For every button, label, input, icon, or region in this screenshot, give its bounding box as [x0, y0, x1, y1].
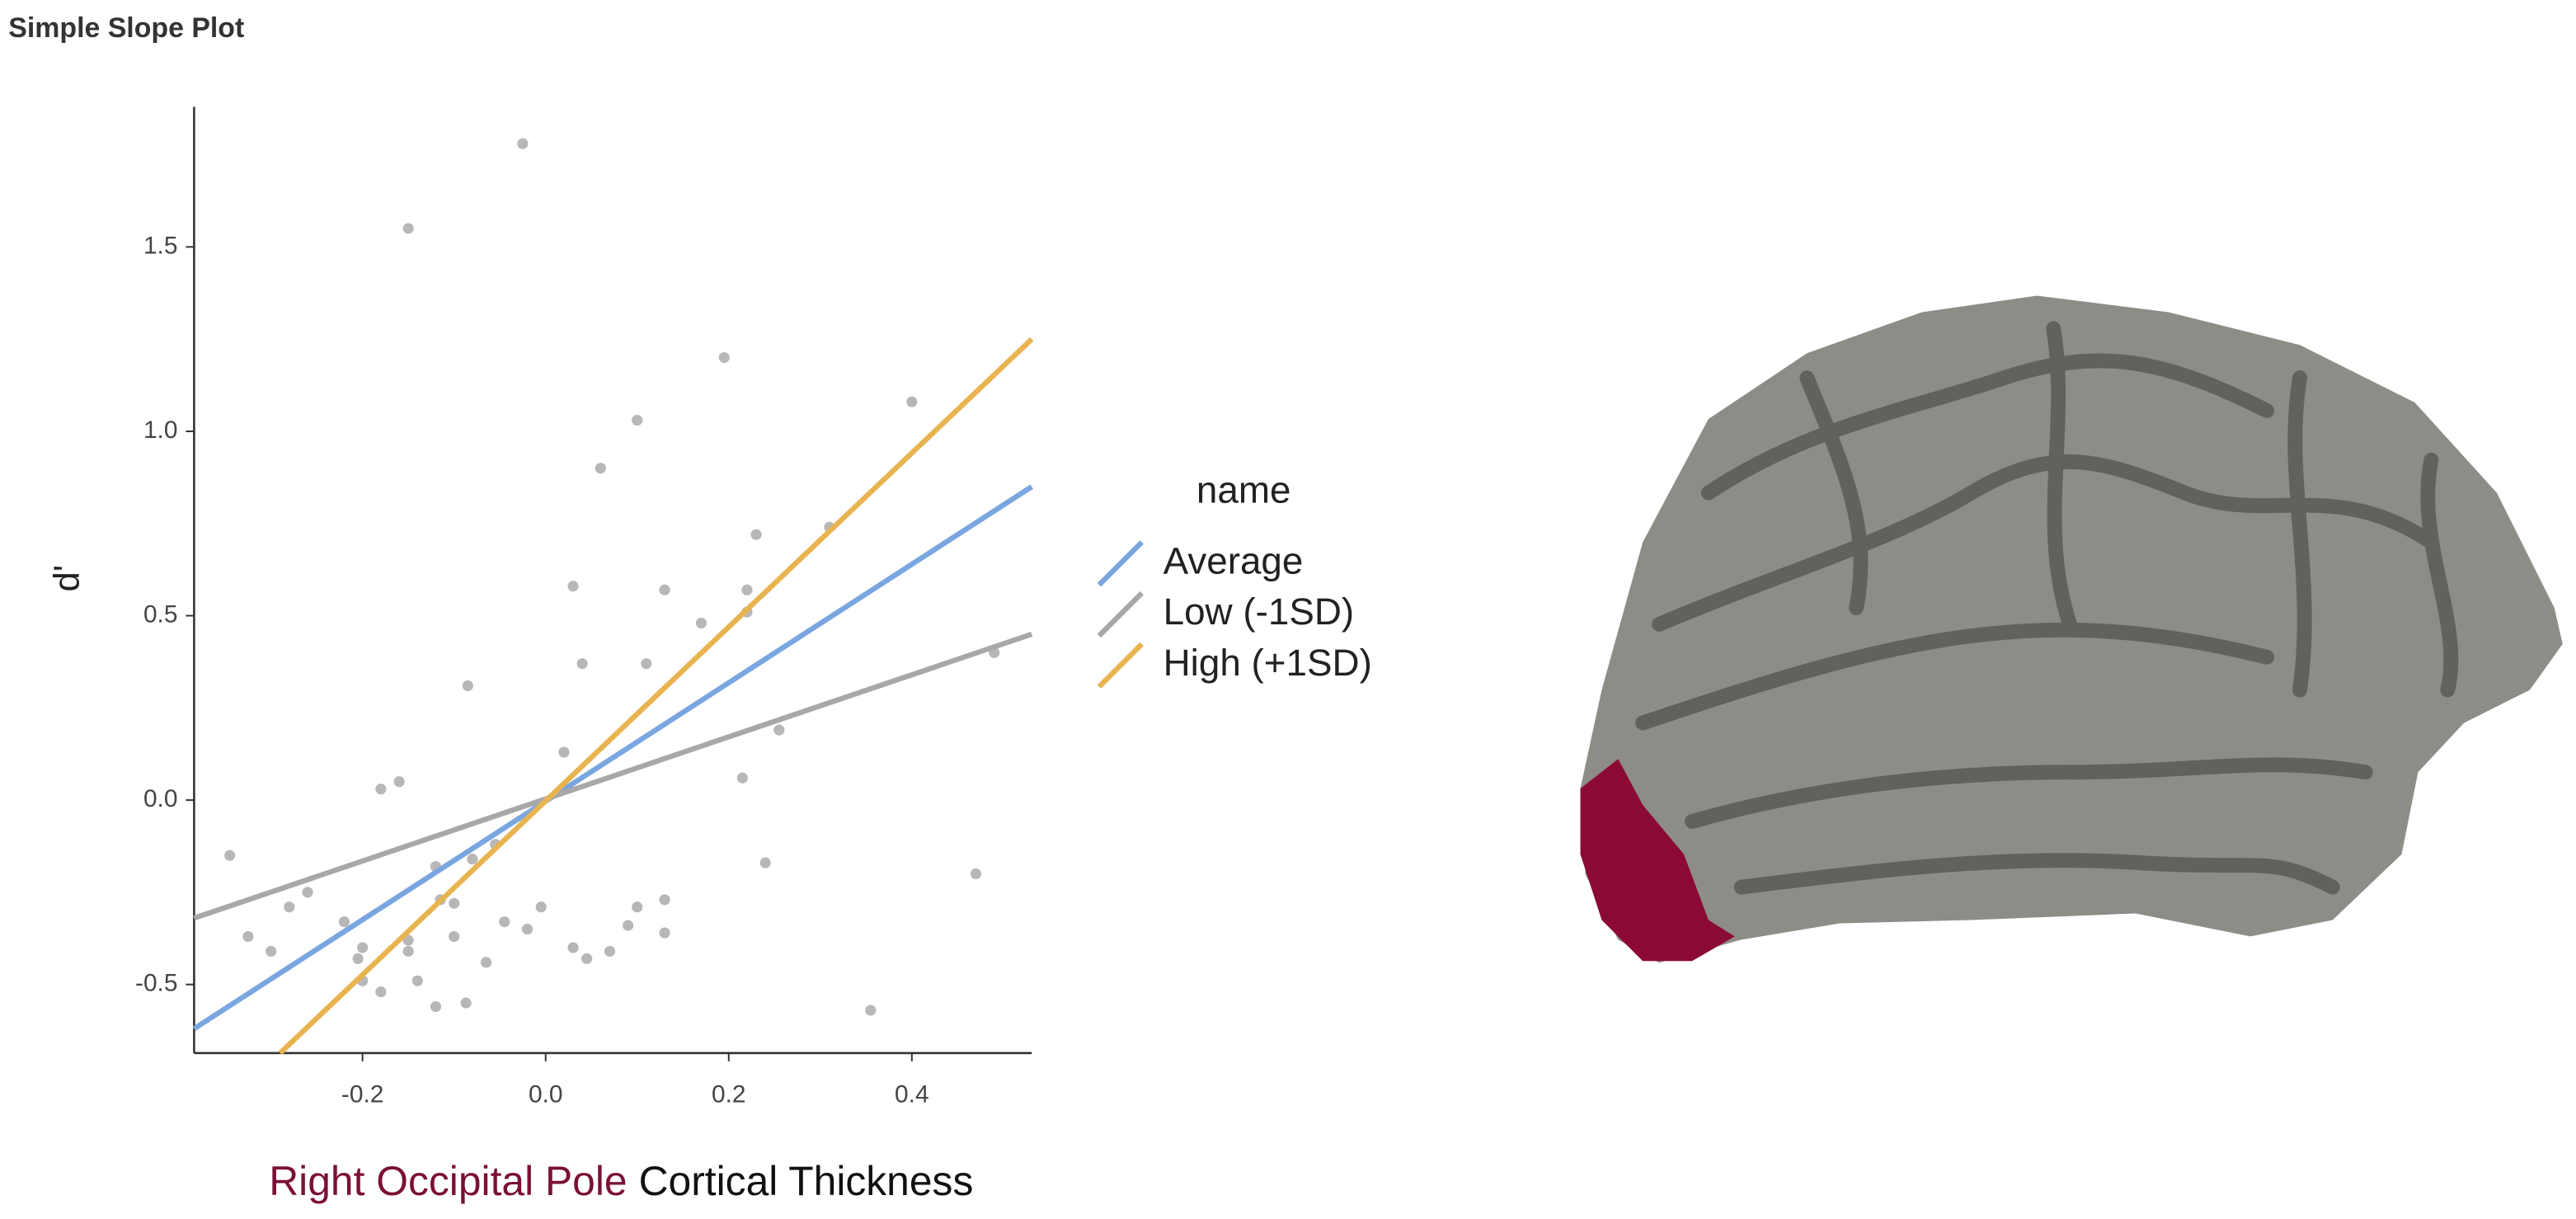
scatter-point: [632, 901, 643, 913]
scatter-point: [695, 617, 707, 629]
x-axis-label: Right Occipital Pole Cortical Thickness: [269, 1158, 973, 1204]
legend-label: Average: [1163, 539, 1304, 581]
scatter-point: [357, 942, 369, 953]
brain-image: [1580, 295, 2563, 963]
scatter-point: [266, 945, 277, 957]
scatter-point: [567, 581, 579, 592]
y-tick-label: 1.5: [143, 232, 178, 259]
scatter-point: [467, 854, 478, 865]
scatter-point: [659, 894, 670, 906]
scatter-point: [242, 930, 254, 943]
scatter-point: [659, 584, 670, 595]
scatter-point: [460, 997, 472, 1009]
x-tick-label: 0.4: [895, 1080, 929, 1108]
scatter-point: [375, 784, 387, 795]
scatter-point: [224, 850, 236, 861]
legend-title: name: [1196, 469, 1291, 511]
scatter-point: [517, 138, 529, 149]
series-line: [192, 484, 1033, 1031]
y-tick-label: 1.0: [143, 417, 178, 444]
scatter-point: [623, 920, 634, 931]
scatter-point: [535, 901, 547, 913]
scatter-point: [352, 953, 364, 964]
scatter-point: [462, 680, 473, 692]
scatter-point: [970, 868, 982, 880]
scatter-point: [641, 658, 652, 670]
scatter-point: [773, 724, 785, 736]
scatter-point: [906, 396, 918, 407]
scatter-point: [759, 857, 771, 868]
scatter-point: [567, 942, 579, 953]
x-axis-label-highlight: Right Occipital Pole: [269, 1158, 627, 1204]
scatter-point: [558, 746, 570, 758]
scatter-point: [375, 986, 387, 998]
scatter-point: [736, 772, 748, 784]
series-line: [193, 631, 1033, 921]
scatter-point: [750, 529, 762, 540]
scatter-point: [449, 897, 460, 909]
legend-label: High (+1SD): [1163, 642, 1372, 684]
scatter-point: [581, 953, 593, 964]
scatter-point: [302, 887, 313, 898]
x-tick-label: 0.0: [529, 1080, 563, 1108]
y-tick-label: 0.0: [143, 785, 178, 812]
scatter-point: [865, 1005, 877, 1016]
scatter-point: [521, 924, 534, 935]
chart-title: Simple Slope Plot: [8, 12, 244, 44]
scatter-point: [741, 584, 753, 595]
scatter-point: [402, 223, 414, 234]
scatter-point: [411, 975, 423, 986]
legend-label: Low (-1SD): [1163, 591, 1355, 633]
scatter-point: [480, 957, 492, 968]
scatter-point: [595, 463, 606, 474]
x-tick-label: 0.2: [712, 1080, 746, 1108]
y-tick-label: -0.5: [135, 970, 177, 997]
series-line: [278, 337, 1034, 1056]
scatter-point: [576, 658, 588, 670]
x-axis-label-rest: Cortical Thickness: [639, 1158, 974, 1204]
scatter-point: [284, 901, 295, 913]
scatter-point: [393, 776, 405, 788]
legend-swatch: [1097, 591, 1144, 638]
scatter-point: [430, 1000, 442, 1013]
scatter-point: [499, 916, 510, 928]
scatter-point: [604, 945, 616, 957]
scatter-point: [718, 351, 730, 364]
brain-sulci: [1635, 321, 2459, 895]
scatter-point: [402, 945, 414, 957]
x-tick-label: -0.2: [341, 1080, 383, 1108]
y-axis-label: d': [47, 565, 87, 592]
brain-highlight-region: [1580, 759, 1735, 962]
scatter-point: [338, 916, 350, 928]
legend-swatch: [1097, 540, 1144, 587]
scatter-point: [659, 927, 670, 939]
scatter-point: [449, 930, 460, 943]
legend-swatch: [1097, 642, 1144, 689]
scatter-point: [632, 414, 643, 426]
y-tick-label: 0.5: [143, 600, 178, 628]
